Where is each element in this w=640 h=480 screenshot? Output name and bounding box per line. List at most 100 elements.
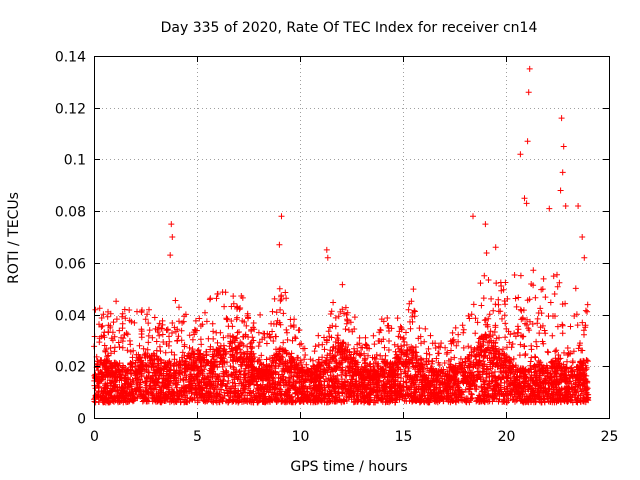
data-point [424, 365, 431, 372]
data-point [397, 323, 404, 330]
data-point [269, 308, 276, 315]
data-point [508, 344, 515, 351]
data-point [374, 387, 381, 393]
data-point [273, 351, 280, 358]
data-point [415, 368, 422, 375]
data-point [349, 366, 356, 373]
data-point [496, 346, 503, 353]
data-point [207, 396, 214, 403]
data-point [284, 386, 291, 393]
data-point [122, 315, 129, 322]
data-point [373, 380, 380, 387]
data-point [502, 334, 509, 341]
data-point [248, 363, 255, 370]
data-point [532, 354, 539, 361]
data-point [241, 351, 248, 358]
data-point [484, 321, 491, 328]
data-point [329, 322, 336, 329]
data-point [234, 305, 240, 312]
data-point [567, 323, 574, 330]
data-point [552, 369, 559, 375]
data-point [277, 306, 284, 313]
data-point [394, 372, 401, 379]
data-point [426, 351, 433, 358]
data-point [481, 317, 488, 324]
data-point [105, 352, 112, 359]
data-point [493, 335, 500, 342]
data-point [176, 368, 183, 375]
data-point [386, 338, 392, 344]
data-point [283, 295, 290, 302]
data-point [477, 280, 484, 287]
data-point [182, 372, 188, 379]
data-point [486, 311, 493, 318]
data-point [468, 395, 475, 402]
data-point [392, 378, 399, 384]
data-point [142, 316, 149, 323]
data-point [468, 311, 475, 318]
data-point [489, 345, 496, 352]
data-point [135, 351, 142, 358]
data-point [305, 396, 312, 403]
data-point [362, 341, 369, 348]
data-point [205, 389, 212, 395]
data-point [379, 356, 386, 363]
data-point [103, 359, 110, 366]
data-point [275, 371, 282, 378]
data-point [400, 394, 406, 401]
data-point [251, 394, 258, 401]
data-point [160, 366, 167, 373]
data-point [342, 356, 349, 363]
data-point [475, 345, 482, 352]
data-point [412, 389, 419, 396]
data-point [392, 348, 399, 355]
data-point [386, 395, 393, 402]
data-point [150, 386, 157, 393]
data-point [502, 301, 509, 308]
data-point [545, 386, 552, 392]
data-point [310, 357, 316, 364]
data-point [519, 398, 526, 405]
data-point [384, 315, 391, 321]
data-point [527, 391, 534, 398]
data-point [101, 334, 108, 341]
data-point [352, 369, 359, 376]
data-point [524, 316, 530, 323]
data-point [409, 313, 416, 320]
data-point [520, 307, 527, 314]
data-point [335, 339, 342, 346]
data-point [210, 382, 217, 389]
data-point [475, 359, 482, 366]
data-point [251, 354, 258, 361]
data-point [362, 334, 369, 341]
data-point [408, 350, 415, 357]
data-point [468, 344, 475, 351]
data-point [455, 338, 462, 345]
data-point [517, 341, 524, 348]
data-point [293, 390, 300, 396]
data-point [533, 338, 540, 345]
data-point [295, 395, 302, 402]
data-point [132, 372, 139, 379]
data-point [96, 339, 103, 346]
data-point [264, 376, 271, 383]
data-point [248, 374, 255, 381]
data-point [347, 319, 354, 326]
data-point [271, 354, 278, 361]
data-point [351, 349, 358, 356]
data-point [232, 358, 239, 365]
data-point [425, 389, 432, 396]
data-point [550, 273, 557, 280]
data-point [533, 343, 540, 350]
data-point [502, 279, 509, 286]
data-point [483, 250, 490, 256]
data-point [354, 341, 361, 348]
data-point [240, 342, 247, 349]
data-point [478, 343, 485, 350]
data-point [295, 372, 302, 379]
data-point [344, 388, 351, 395]
data-point [418, 379, 425, 386]
data-point [179, 357, 186, 364]
data-point [463, 380, 470, 387]
data-point [126, 390, 133, 397]
